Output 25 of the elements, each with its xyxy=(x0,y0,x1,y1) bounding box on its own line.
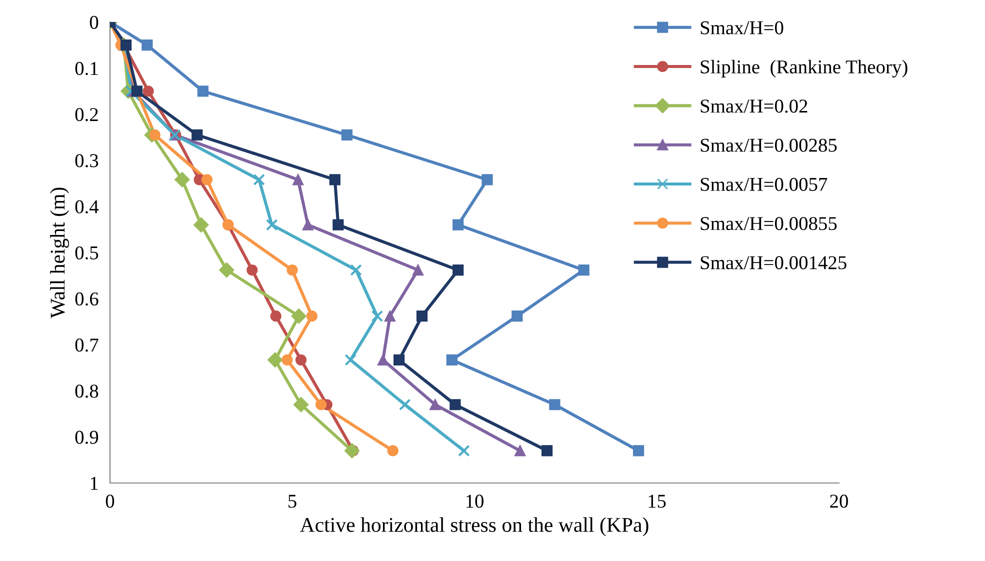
legend-label: Smax/H=0.001425 xyxy=(700,256,846,270)
x-tick-label: 15 xyxy=(648,494,666,508)
legend-label: Smax/H=0.02 xyxy=(700,100,808,113)
legend-label: Slipline (Rankine Theory) xyxy=(700,60,908,78)
y-tick-label: 0.9 xyxy=(75,430,98,444)
y-axis-title: Wall height (m) xyxy=(50,188,70,318)
legend-label: Smax/H=0 xyxy=(700,21,784,34)
y-tick-label: 0.2 xyxy=(75,108,98,122)
y-tick-label: 0.1 xyxy=(75,62,98,76)
legend-label: Smax/H=0.0057 xyxy=(700,178,828,192)
y-tick-label: 0 xyxy=(90,16,98,29)
y-tick-label: 0.7 xyxy=(75,338,98,352)
x-tick-label: 0 xyxy=(106,494,114,508)
x-axis-title: Active horizontal stress on the wall (KPa) xyxy=(300,517,648,536)
x-tick-label: 5 xyxy=(288,494,296,508)
y-tick-label: 1 xyxy=(90,476,98,490)
legend-label: Smax/H=0.00855 xyxy=(700,217,837,230)
x-tick-label: 20 xyxy=(830,494,848,508)
y-tick-label: 0.8 xyxy=(75,384,98,398)
x-tick-label: 10 xyxy=(466,494,484,508)
legend-label: Smax/H=0.00285 xyxy=(700,138,837,152)
y-tick-label: 0.4 xyxy=(75,200,99,214)
y-tick-label: 0.5 xyxy=(75,246,98,260)
y-tick-label: 0.6 xyxy=(75,292,98,306)
y-tick-label: 0.3 xyxy=(75,154,98,168)
